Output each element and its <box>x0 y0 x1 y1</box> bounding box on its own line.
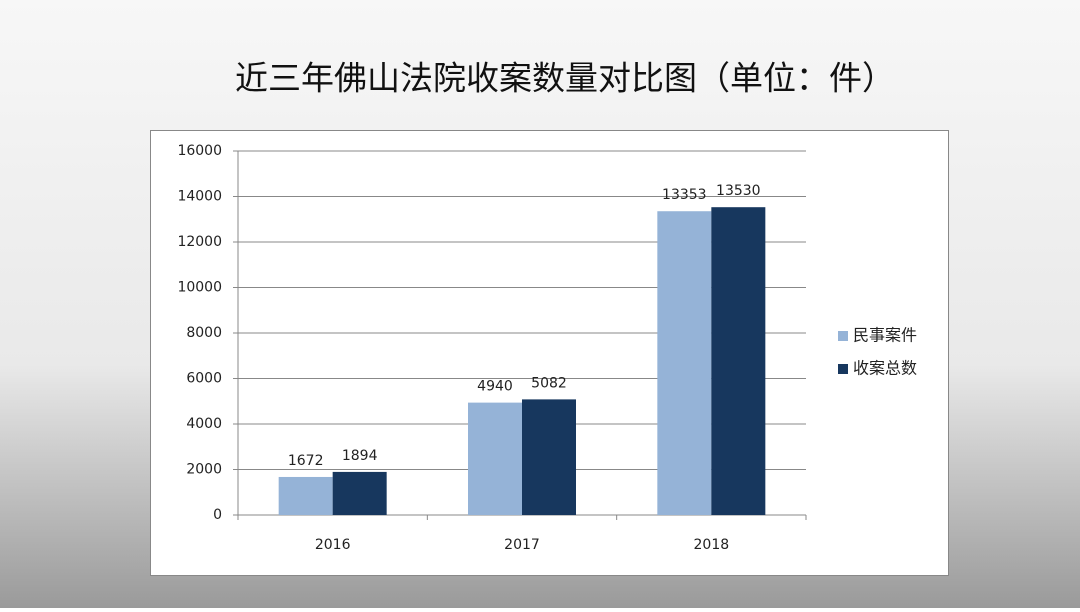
y-tick-label: 10000 <box>177 280 222 296</box>
y-tick-label: 6000 <box>186 371 222 387</box>
x-tick-label: 2016 <box>315 537 351 553</box>
y-tick-label: 0 <box>213 507 222 523</box>
y-tick-label: 8000 <box>186 325 222 341</box>
y-tick-label: 14000 <box>177 189 222 205</box>
x-tick-label: 2018 <box>694 537 730 553</box>
legend-label: 民事案件 <box>853 326 917 345</box>
legend-swatch <box>838 331 848 341</box>
data-label: 13353 <box>662 187 707 203</box>
bar <box>522 399 576 515</box>
bar <box>332 471 387 515</box>
bar <box>278 476 333 515</box>
data-label: 1672 <box>288 453 324 469</box>
y-tick-label: 12000 <box>177 234 222 250</box>
y-tick-label: 16000 <box>177 143 222 159</box>
data-label: 13530 <box>716 183 761 199</box>
data-label: 5082 <box>531 375 567 391</box>
y-tick-label: 2000 <box>186 462 222 478</box>
data-label: 1894 <box>342 448 378 464</box>
legend-swatch <box>838 364 848 374</box>
legend-label: 收案总数 <box>853 359 917 378</box>
slide-title: 近三年佛山法院收案数量对比图（单位：件） <box>235 59 895 98</box>
bar <box>711 207 766 515</box>
bar <box>468 402 522 515</box>
y-tick-label: 4000 <box>186 416 222 432</box>
data-label: 4940 <box>477 379 513 395</box>
bar <box>657 211 712 516</box>
x-tick-label: 2017 <box>504 537 540 553</box>
